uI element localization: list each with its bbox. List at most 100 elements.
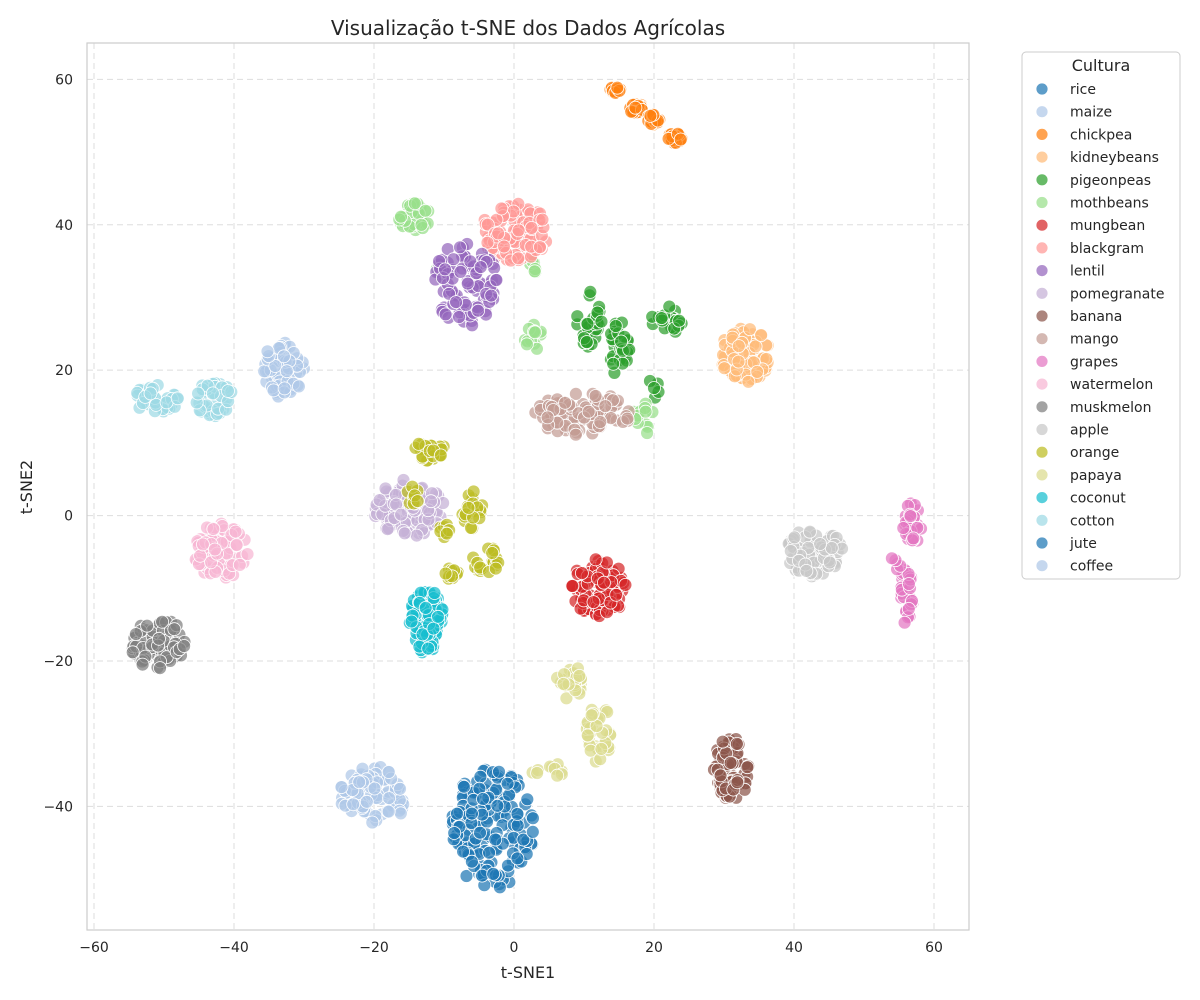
legend-marker [1035,559,1049,573]
data-point [901,602,916,616]
data-point [438,307,453,322]
series-jute [445,762,540,895]
data-point [484,288,499,303]
data-point [461,500,476,515]
data-point [672,313,686,328]
data-point [803,524,817,539]
data-point [128,627,143,641]
legend-marker [1035,264,1049,278]
data-point [903,509,918,523]
data-point [528,325,542,340]
data-point [813,537,827,551]
data-point [647,381,661,395]
data-point [593,415,608,429]
data-point [177,639,192,653]
x-tick-label: 40 [785,940,803,956]
data-point [206,522,221,536]
data-point [575,566,589,580]
y-axis-title: t-SNE2 [17,460,36,514]
data-point [232,558,247,572]
legend-label: jute [1069,536,1097,552]
data-point [352,775,367,789]
data-point [207,542,222,557]
legend-label: papaya [1070,468,1122,484]
data-point [279,364,294,379]
data-point [594,742,609,756]
data-point [750,364,765,379]
data-point [609,587,624,602]
legend-label: coconut [1070,491,1126,507]
y-tick-label: 60 [55,72,73,88]
data-point [588,552,603,567]
data-point [488,832,503,847]
data-point [748,339,763,354]
tick-labels: −60 −40 −20 0 20 40 60 −40 −20 0 20 40 60 [43,72,942,956]
data-point [381,765,396,779]
data-point [482,845,497,860]
data-point [486,867,501,881]
data-point [743,322,757,337]
data-point [125,645,140,660]
data-point [897,615,912,630]
legend-marker [1035,286,1049,300]
data-point [378,481,393,496]
data-point [397,526,412,541]
data-point [393,806,408,821]
data-point [491,226,506,241]
data-point [447,826,462,840]
data-point [380,522,395,536]
chart-title: Visualização t-SNE dos Dados Agrícolas [331,16,725,40]
series-blackgram [477,196,553,268]
data-point [450,806,464,821]
data-point [824,541,839,555]
legend-label: mungbean [1070,218,1145,234]
data-point [896,521,911,535]
data-point [556,677,571,691]
x-axis-title: t-SNE1 [501,963,555,982]
legend-marker [1035,82,1049,96]
data-point [414,217,429,232]
data-point [622,342,637,357]
legend-marker [1035,196,1049,209]
data-point [510,851,525,866]
series-maize [257,335,311,404]
data-point [346,797,361,812]
data-point [730,737,744,751]
x-tick-label: 60 [925,940,943,956]
data-point [497,239,511,254]
data-point [418,601,433,615]
data-point [153,661,167,675]
data-point [731,354,746,369]
legend-marker [1035,354,1049,368]
data-point [359,794,374,809]
data-point [520,337,534,352]
legend-label: lentil [1070,264,1105,280]
legend-label: muskmelon [1070,400,1152,416]
data-point [723,756,738,770]
data-point [620,411,635,426]
data-point [606,356,621,371]
data-point [488,561,503,576]
legend-marker [1035,127,1049,141]
data-point [715,734,730,749]
data-point [902,577,916,591]
data-point [334,780,349,794]
data-point [540,410,555,425]
data-point [581,404,596,419]
data-point [501,858,515,873]
data-point [473,825,487,840]
series-coconut [402,585,450,660]
data-point [456,844,471,859]
data-point [559,691,574,706]
series-cotton [130,376,239,423]
data-point [155,614,170,629]
data-point [822,555,837,570]
data-point [457,779,471,794]
data-point [594,314,609,329]
data-point [580,316,595,331]
data-point [473,769,488,784]
data-point [643,109,658,123]
data-point [446,252,461,267]
data-point [260,344,275,359]
data-point [510,807,525,821]
